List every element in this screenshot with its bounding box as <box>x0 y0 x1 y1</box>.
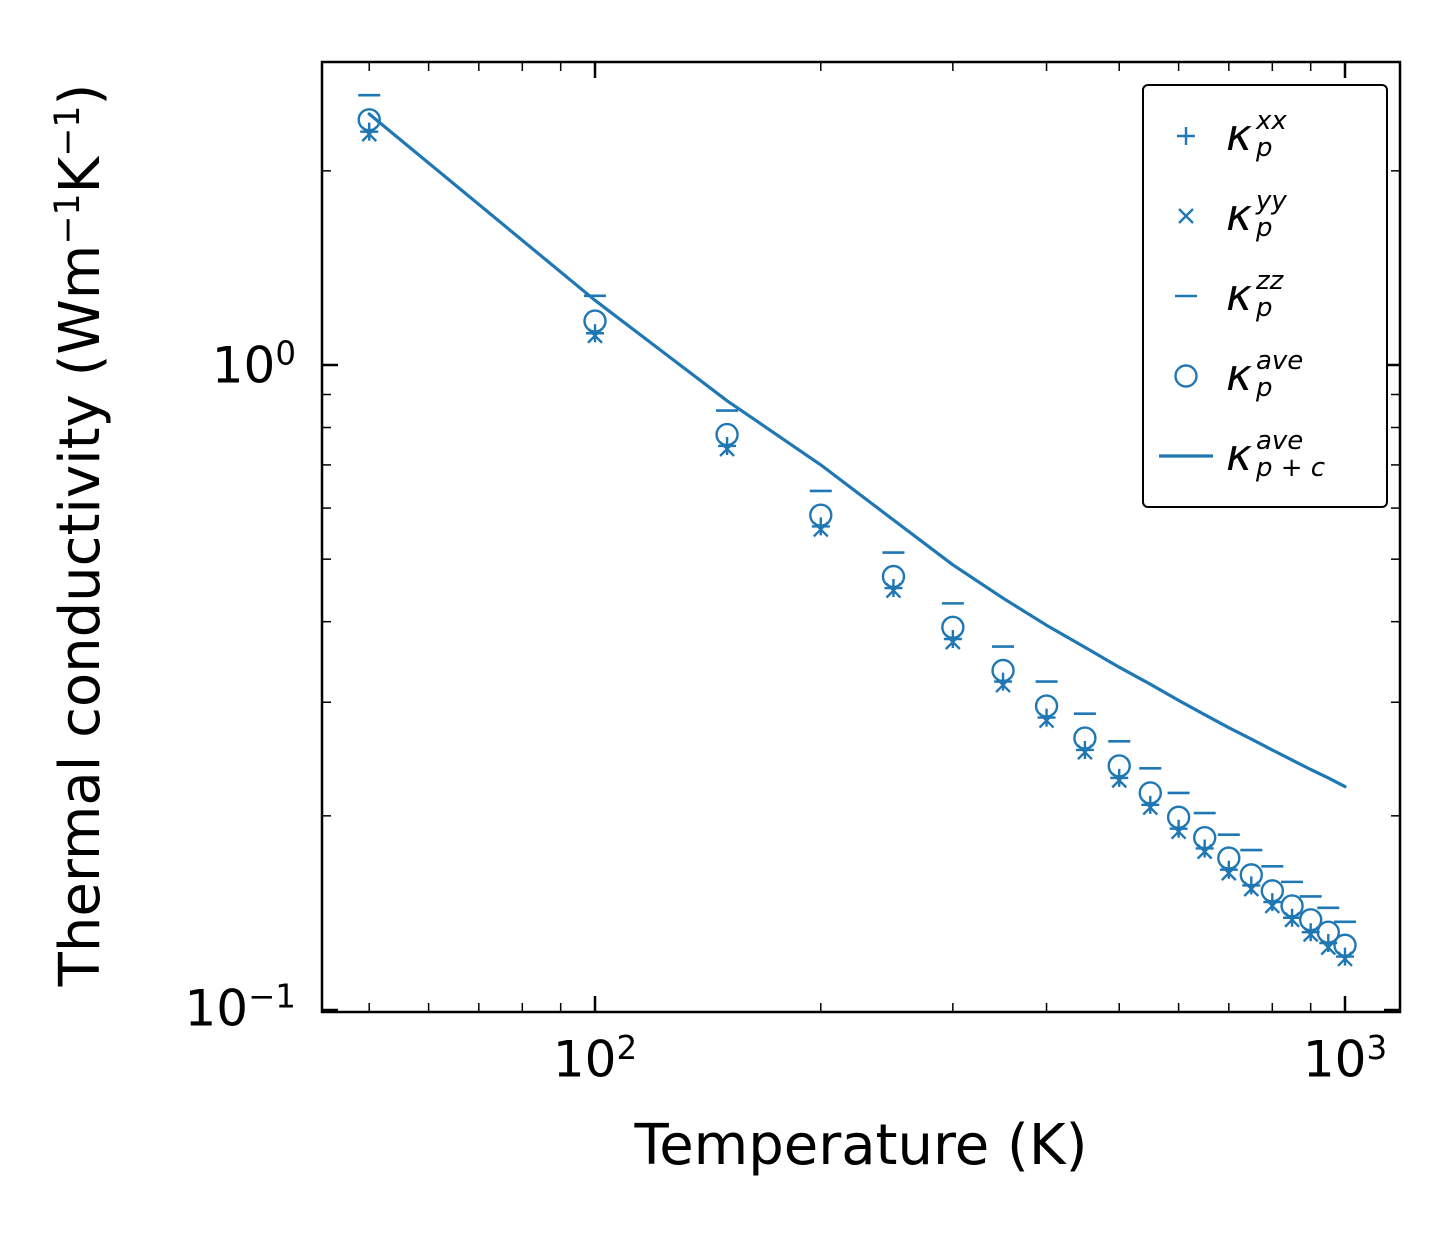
x-tick-label-100: 102 <box>552 1029 638 1089</box>
legend-entry-kappa-p-zz: κ zz p <box>1154 265 1386 324</box>
plot-box <box>320 60 1402 1014</box>
series-kappa-p-ave <box>357 108 1357 957</box>
y-tick-label-1: 100 <box>211 334 296 395</box>
legend-entry-kappa-p-plus-c-ave: κ ave p + c <box>1154 425 1386 484</box>
legend-entry-kappa-p-xx: κ xx p <box>1154 105 1386 164</box>
legend-label: κ xx p <box>1226 105 1287 163</box>
plus-marker-icon <box>1154 112 1218 160</box>
series-kappa-p-zz <box>358 93 1356 924</box>
ticks <box>322 62 1400 1012</box>
legend-entry-kappa-p-yy: κ yy p <box>1154 185 1386 244</box>
x-axis-label: Temperature (K) <box>634 1113 1088 1178</box>
legend-label: κ zz p <box>1226 265 1284 323</box>
dash-marker-icon <box>1154 272 1218 320</box>
legend: κ xx p κ yy p κ zz p κ ave p κ ave p + c <box>1142 84 1388 508</box>
legend-label: κ ave p + c <box>1226 425 1326 483</box>
legend-entry-kappa-p-ave: κ ave p <box>1154 345 1386 404</box>
x-marker-icon <box>1154 192 1218 240</box>
legend-label: κ ave p <box>1226 345 1304 403</box>
circle-marker-icon <box>1154 352 1218 400</box>
series-kappa-p-plus-c-ave <box>367 112 1347 789</box>
y-tick-label-0p1: 10−1 <box>184 977 296 1038</box>
line-marker-icon <box>1154 432 1218 480</box>
x-tick-label-1000: 103 <box>1302 1029 1388 1089</box>
y-axis-label: Thermal conductivity (Wm−1K−1) <box>47 83 113 987</box>
legend-label: κ yy p <box>1226 185 1287 243</box>
